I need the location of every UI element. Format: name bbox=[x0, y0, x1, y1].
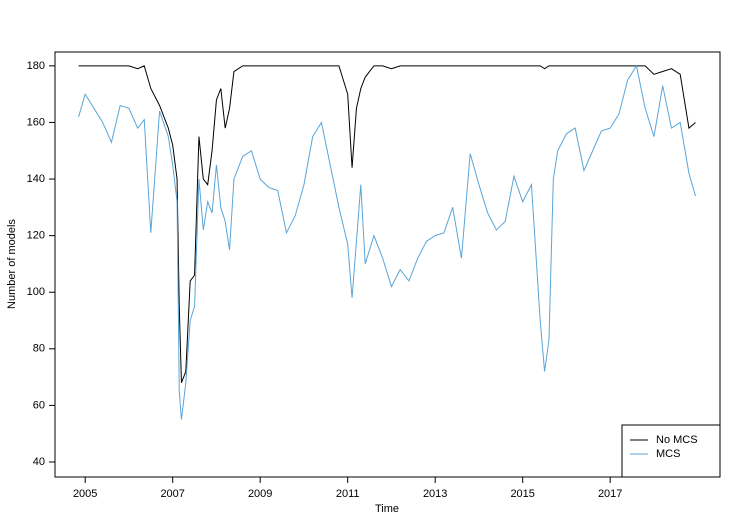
legend-box bbox=[621, 424, 721, 478]
series-line bbox=[78, 65, 696, 383]
plot-frame bbox=[54, 51, 721, 478]
x-tick-label: 2015 bbox=[510, 488, 534, 500]
y-tick-label: 160 bbox=[27, 116, 45, 128]
series-line bbox=[78, 64, 696, 420]
legend-label: MCS bbox=[656, 448, 680, 460]
x-tick-label: 2007 bbox=[160, 488, 184, 500]
x-tick-label: 2011 bbox=[336, 488, 360, 500]
y-axis-title: Number of models bbox=[6, 219, 18, 309]
y-tick-label: 80 bbox=[33, 343, 45, 355]
y-tick-label: 60 bbox=[33, 399, 45, 411]
x-tick-label: 2017 bbox=[598, 488, 622, 500]
legend-label: No MCS bbox=[656, 434, 698, 446]
x-axis-title: Time bbox=[375, 503, 399, 515]
x-tick-label: 2009 bbox=[248, 488, 272, 500]
y-tick-label: 180 bbox=[27, 60, 45, 72]
y-tick-label: 120 bbox=[27, 230, 45, 242]
y-tick-label: 40 bbox=[33, 456, 45, 468]
y-tick-label: 140 bbox=[27, 173, 45, 185]
x-tick-label: 2013 bbox=[423, 488, 447, 500]
x-tick-label: 2005 bbox=[73, 488, 97, 500]
y-tick-label: 100 bbox=[27, 286, 45, 298]
